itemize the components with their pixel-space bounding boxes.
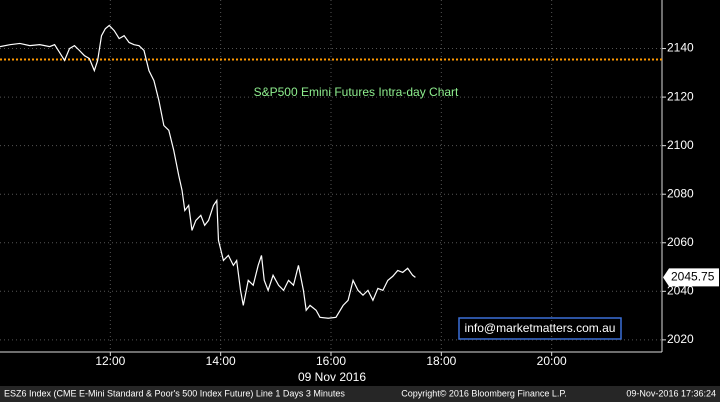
- y-tick-label: 2020: [667, 332, 694, 346]
- y-tick-label: 2060: [667, 235, 694, 249]
- footer-center: Copyright© 2016 Bloomberg Finance L.P.: [401, 388, 567, 398]
- y-tick-label: 2140: [667, 41, 694, 55]
- last-price-label: 2045.75: [671, 270, 715, 284]
- y-tick-label: 2040: [667, 283, 694, 297]
- x-tick-label: 20:00: [537, 354, 567, 368]
- annotation: info@marketmatters.com.au: [465, 321, 616, 335]
- y-tick-label: 2080: [667, 186, 694, 200]
- footer-left: ESZ6 Index (CME E-Mini Standard & Poor's…: [4, 388, 345, 398]
- y-tick-label: 2120: [667, 89, 694, 103]
- chart-title: S&P500 Emini Futures Intra-day Chart: [254, 85, 459, 99]
- y-tick-label: 2100: [667, 138, 694, 152]
- x-tick-label: 16:00: [316, 354, 346, 368]
- x-tick-label: 12:00: [95, 354, 125, 368]
- x-tick-label: 18:00: [426, 354, 456, 368]
- x-axis-label: 09 Nov 2016: [298, 370, 366, 384]
- annotation-box: [458, 317, 622, 340]
- footer-right: 09-Nov-2016 17:36:24: [626, 388, 716, 398]
- footer-bar: [0, 386, 720, 402]
- price-line: [0, 24, 416, 319]
- last-price-box: [663, 268, 719, 287]
- x-tick-label: 14:00: [206, 354, 236, 368]
